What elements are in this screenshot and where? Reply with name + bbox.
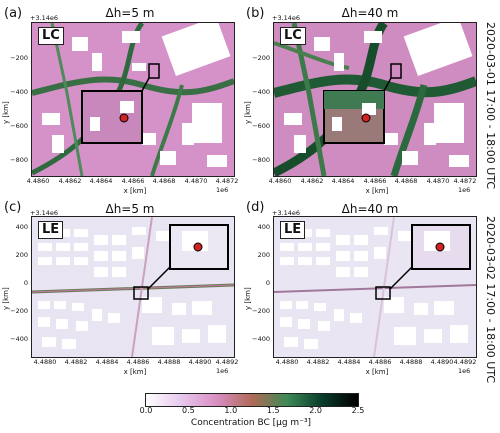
y-axis-label: y [km]	[244, 101, 252, 124]
x-axis-label: x [km]	[365, 368, 389, 376]
panel-title: Δh=5 m	[105, 202, 155, 216]
x-tick: 4.4860	[268, 177, 292, 185]
x-tick: 4.4864	[89, 177, 113, 185]
x-tick: 4.4862	[58, 177, 82, 185]
y-tick: −200	[10, 307, 28, 315]
map-plot: LC	[273, 22, 477, 177]
x-tick: 4.4882	[64, 358, 88, 366]
x-tick: 4.4866	[121, 177, 145, 185]
colorbar-tick: 0.5	[182, 406, 195, 415]
panel-title: Δh=5 m	[105, 6, 155, 20]
x-tick: 4.4886	[368, 358, 392, 366]
x-tick: 4.4884	[95, 358, 119, 366]
y-offset-label: +3.14e6	[272, 209, 301, 217]
x-tick: 4.4872	[453, 177, 477, 185]
concentration-map	[274, 217, 476, 357]
x-axis-label: x [km]	[123, 368, 147, 376]
x-tick: 4.4872	[215, 177, 239, 185]
x-scale-label: 1e6	[216, 367, 229, 375]
concentration-map	[32, 217, 234, 357]
x-tick: 4.4884	[337, 358, 361, 366]
y-tick: 400	[15, 223, 28, 231]
y-tick: −600	[10, 122, 28, 130]
x-tick: 4.4880	[275, 358, 299, 366]
y-offset-label: +3.14e6	[272, 14, 301, 22]
panel-tag: LC	[38, 27, 64, 45]
panel-tag: LE	[280, 221, 306, 239]
x-axis-label: x [km]	[365, 187, 389, 195]
x-tick: 4.4868	[152, 177, 176, 185]
colorbar-label: Concentration BC [µg m⁻³]	[190, 418, 312, 428]
y-tick: 0	[23, 279, 28, 287]
x-tick: 4.4890	[188, 358, 212, 366]
x-tick: 4.4880	[33, 358, 57, 366]
colorbar-tick: 2.0	[309, 406, 322, 415]
y-tick: 200	[15, 251, 28, 259]
x-axis-label: x [km]	[123, 187, 147, 195]
x-tick: 4.4864	[331, 177, 355, 185]
x-tick: 4.4892	[453, 358, 477, 366]
concentration-map	[274, 23, 476, 176]
y-tick: −800	[252, 156, 270, 164]
panel-title: Δh=40 m	[341, 202, 399, 216]
panel-letter: (b)	[246, 6, 265, 21]
x-tick: 4.4886	[126, 358, 150, 366]
y-axis-label: y [km]	[2, 101, 10, 124]
colorbar-tick: 0.0	[139, 406, 153, 415]
panel-tag: LC	[280, 27, 306, 45]
y-tick: −800	[10, 156, 28, 164]
x-tick: 4.4890	[430, 358, 454, 366]
x-tick: 4.4868	[394, 177, 418, 185]
x-tick: 4.4888	[399, 358, 423, 366]
y-tick: 200	[257, 251, 270, 259]
panel-tag: LE	[38, 221, 64, 239]
panel-title: Δh=40 m	[341, 6, 399, 20]
colorbar-tick: 2.5	[351, 406, 365, 415]
x-tick: 4.4888	[157, 358, 181, 366]
x-tick: 4.4870	[184, 177, 208, 185]
map-plot: LE	[273, 216, 477, 358]
x-tick: 4.4862	[300, 177, 324, 185]
x-tick: 4.4860	[26, 177, 50, 185]
x-tick: 4.4866	[363, 177, 387, 185]
y-tick: −400	[252, 88, 270, 96]
x-scale-label: 1e6	[216, 186, 229, 194]
y-tick: 0	[265, 279, 270, 287]
colorbar-tick: 1.5	[266, 406, 280, 415]
map-plot: LC	[31, 22, 235, 177]
y-tick: −400	[10, 88, 28, 96]
date-label-bottom: 2020-03-02 17:00 - 18:00 UTC	[484, 216, 497, 384]
panel-letter: (c)	[4, 200, 22, 215]
x-tick: 4.4870	[426, 177, 450, 185]
map-plot: LE	[31, 216, 235, 358]
y-tick: −200	[252, 54, 270, 62]
x-tick: 4.4882	[306, 358, 330, 366]
colorbar-gradient	[145, 393, 359, 407]
y-tick: −400	[252, 335, 270, 343]
x-scale-label: 1e6	[458, 367, 471, 375]
y-tick: 400	[257, 223, 270, 231]
y-tick: −200	[10, 54, 28, 62]
y-offset-label: +3.14e6	[30, 209, 59, 217]
y-offset-label: +3.14e6	[30, 14, 59, 22]
panel-letter: (d)	[246, 200, 265, 215]
y-tick: −600	[252, 122, 270, 130]
colorbar-tick: 1.0	[224, 406, 238, 415]
x-tick: 4.4892	[215, 358, 239, 366]
x-scale-label: 1e6	[458, 186, 471, 194]
panel-letter: (a)	[4, 6, 23, 21]
y-tick: −200	[252, 307, 270, 315]
y-tick: −400	[10, 335, 28, 343]
concentration-map	[32, 23, 234, 176]
date-label-top: 2020-03-01 17:00 - 18:00 UTC	[484, 22, 497, 190]
